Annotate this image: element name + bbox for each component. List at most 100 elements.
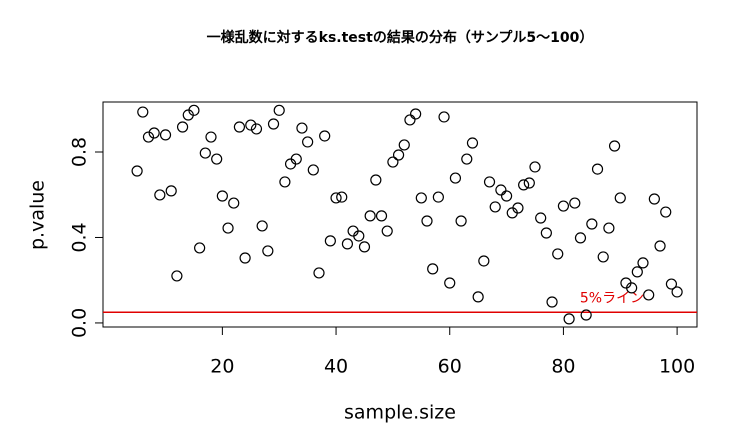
point (137, 106, 149, 118)
point (438, 111, 450, 123)
point (574, 232, 587, 244)
point (500, 190, 513, 202)
point (563, 313, 575, 325)
point (154, 189, 166, 201)
point (233, 121, 246, 133)
point (330, 192, 342, 204)
point (557, 200, 570, 212)
point (250, 123, 263, 135)
point (421, 215, 433, 227)
reference-label: 5%ライン (580, 290, 644, 306)
point (273, 104, 285, 116)
point (381, 225, 393, 237)
point (489, 201, 501, 213)
point (427, 263, 439, 275)
point (631, 266, 643, 278)
point (222, 222, 234, 234)
point (148, 127, 160, 139)
x-axis-label: sample.size (344, 402, 456, 424)
point (637, 257, 649, 269)
point (540, 227, 552, 239)
point (267, 118, 280, 130)
point (142, 131, 155, 143)
plot-frame (102, 101, 698, 328)
point (523, 177, 535, 189)
point (472, 291, 484, 303)
point (262, 245, 274, 257)
chart-title: 一様乱数に対するks.testの結果の分布（サンプル5〜100） (207, 29, 594, 46)
point (375, 210, 388, 222)
point (591, 163, 604, 175)
point (603, 222, 615, 234)
x-tick-label: 40 (324, 356, 348, 378)
point (643, 289, 655, 301)
y-tick-label: 0.4 (69, 222, 91, 252)
point (199, 147, 211, 159)
y-axis-label: p.value (27, 180, 49, 250)
point (597, 251, 609, 263)
point (171, 270, 183, 282)
point (290, 153, 302, 165)
point (648, 193, 660, 205)
point (415, 192, 427, 204)
point (512, 202, 524, 214)
point (483, 176, 496, 188)
point (296, 122, 308, 134)
point (478, 255, 490, 267)
point (364, 210, 376, 222)
point (245, 119, 257, 131)
point (660, 206, 672, 218)
point (319, 130, 331, 142)
point (626, 282, 638, 294)
point (256, 220, 268, 232)
point (205, 131, 217, 143)
point (341, 238, 354, 250)
point (353, 230, 365, 242)
point (216, 190, 228, 202)
point (466, 137, 479, 149)
point (410, 108, 422, 120)
y-tick-label: 0.0 (69, 308, 91, 338)
x-tick-label: 80 (551, 356, 575, 378)
x-tick-label: 20 (210, 356, 234, 378)
point (239, 252, 251, 264)
x-tick-label: 60 (438, 356, 462, 378)
point (279, 176, 291, 188)
point (608, 140, 621, 152)
point (370, 174, 382, 186)
point (529, 161, 541, 173)
point (404, 114, 416, 126)
point (495, 184, 507, 196)
point (449, 172, 462, 184)
point (194, 242, 206, 254)
point (671, 286, 683, 298)
point (461, 153, 473, 165)
point (552, 248, 564, 260)
point (586, 218, 598, 230)
point (336, 191, 348, 203)
point (444, 277, 456, 289)
point (654, 240, 666, 252)
point (387, 156, 399, 168)
point (665, 278, 678, 290)
y-tick-label: 0.8 (69, 137, 91, 167)
point (580, 309, 592, 321)
point (535, 212, 547, 224)
point (432, 191, 444, 203)
point (131, 165, 143, 177)
point (307, 164, 319, 176)
point (614, 192, 626, 204)
x-tick-label: 100 (659, 356, 695, 378)
point (398, 139, 410, 151)
point (302, 136, 314, 148)
point (159, 129, 172, 141)
point (313, 267, 325, 279)
point (176, 121, 189, 133)
point (392, 149, 405, 161)
point (228, 197, 240, 209)
point (165, 185, 177, 197)
point (546, 296, 558, 308)
point (518, 179, 530, 191)
point (211, 153, 223, 165)
